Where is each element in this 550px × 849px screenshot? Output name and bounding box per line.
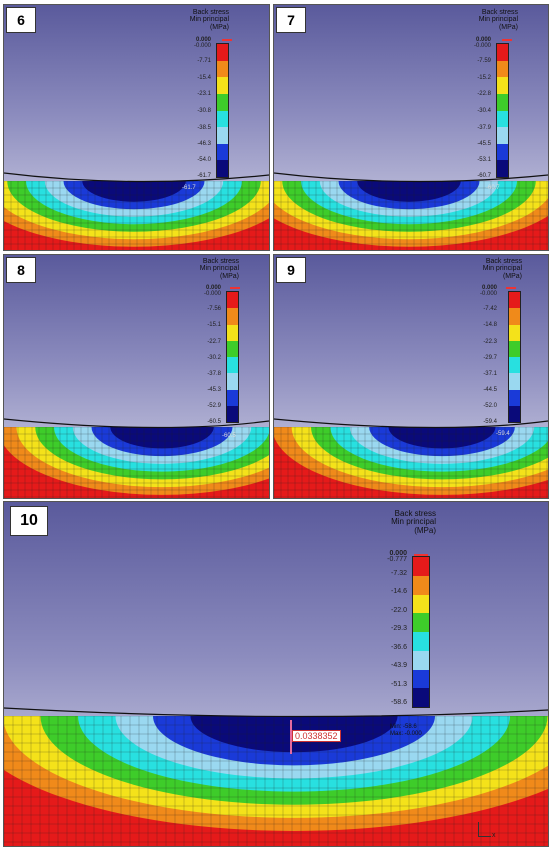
legend-ticks: 0.000 -0.000 -7.56 -15.1 -22.7 -30.2 -37… — [203, 285, 221, 425]
color-legend-bar — [216, 43, 229, 178]
min-max-readout: Min: -58.6 Max: -0.000 — [390, 724, 422, 737]
color-legend-bar — [496, 43, 509, 178]
axis-x-label: x — [492, 832, 496, 839]
legend-ticks: 0.000 -0.777 -7.32 -14.6 -22.0 -29.3 -36… — [387, 550, 407, 706]
panel-label: 6 — [6, 7, 36, 33]
legend-title: Back stress Min principal (MPa) — [189, 9, 229, 31]
legend-marker — [222, 39, 232, 41]
min-label: -60.7 — [486, 185, 500, 191]
min-label: -60.5 — [222, 433, 236, 439]
stress-contour — [274, 172, 548, 250]
path-marker — [290, 720, 292, 754]
color-legend-bar — [226, 291, 239, 423]
min-label: -61.7 — [182, 185, 196, 191]
stress-contour — [274, 418, 548, 498]
axis-triad — [478, 822, 491, 837]
stress-contour — [4, 418, 269, 498]
legend-title: Back stress Min principal (MPa) — [482, 258, 522, 280]
legend-ticks: 0.000 -0.000 -7.71 -15.4 -23.1 -30.8 -38… — [193, 37, 211, 179]
legend-title: Back stress Min principal (MPa) — [391, 509, 436, 535]
panel-label: 8 — [6, 257, 36, 283]
panel-10: 10 Back stress Min principal (MPa) 0.000 -… — [3, 501, 549, 847]
panel-label: 9 — [276, 257, 306, 283]
panel-6: 6 Back stress Min principal (MPa) 0.000 -0… — [3, 4, 270, 251]
legend-ticks: 0.000 -0.000 -7.59 -15.2 -22.8 -30.4 -37… — [473, 37, 491, 179]
panel-8: 8 Back stress Min principal (MPa) 0.000 -0… — [3, 254, 270, 499]
stress-contour — [4, 172, 269, 250]
panel-label: 10 — [10, 506, 48, 536]
legend-title: Back stress Min principal (MPa) — [199, 258, 239, 280]
panel-7: 7 Back stress Min principal (MPa) 0.000 -0… — [273, 4, 549, 251]
path-value-label: 0.0338352 — [292, 730, 341, 742]
legend-marker — [414, 554, 428, 556]
min-label: -59.4 — [496, 431, 510, 437]
legend-marker — [502, 39, 512, 41]
legend-marker — [506, 287, 516, 289]
panel-label: 7 — [276, 7, 306, 33]
color-legend-bar — [508, 291, 521, 423]
color-legend-bar — [412, 556, 430, 708]
panel-9: 9 Back stress Min principal (MPa) 0.000 -0… — [273, 254, 549, 499]
stress-contour — [4, 707, 548, 846]
legend-ticks: 0.000 -0.000 -7.42 -14.8 -22.3 -29.7 -37… — [479, 285, 497, 425]
legend-title: Back stress Min principal (MPa) — [478, 9, 518, 31]
legend-marker — [230, 287, 240, 289]
